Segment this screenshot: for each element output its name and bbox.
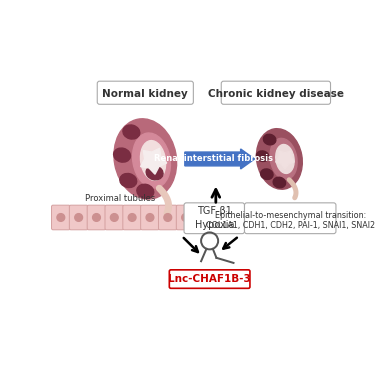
Circle shape [146, 214, 154, 221]
FancyBboxPatch shape [123, 205, 141, 230]
Circle shape [182, 214, 189, 221]
Circle shape [128, 214, 136, 221]
Ellipse shape [114, 119, 177, 199]
Circle shape [110, 214, 118, 221]
FancyArrow shape [185, 149, 255, 169]
Text: Chronic kidney disease: Chronic kidney disease [207, 88, 344, 99]
Text: Epithelial-to-mesenchymal transition:: Epithelial-to-mesenchymal transition: [214, 211, 366, 220]
Ellipse shape [256, 151, 269, 162]
Polygon shape [276, 151, 294, 169]
Ellipse shape [263, 134, 276, 145]
Ellipse shape [270, 138, 297, 180]
Ellipse shape [273, 177, 286, 188]
Ellipse shape [120, 174, 136, 188]
Ellipse shape [114, 148, 130, 162]
Ellipse shape [146, 166, 163, 180]
Text: Lnc-CHAF1B-3: Lnc-CHAF1B-3 [168, 274, 251, 284]
Text: COL1A1, CDH1, CDH2, PAI-1, SNAI1, SNAI2: COL1A1, CDH1, CDH2, PAI-1, SNAI1, SNAI2 [206, 220, 375, 230]
FancyBboxPatch shape [69, 205, 88, 230]
FancyBboxPatch shape [97, 81, 194, 104]
FancyBboxPatch shape [141, 205, 159, 230]
Ellipse shape [137, 184, 154, 198]
FancyBboxPatch shape [244, 203, 336, 234]
Text: TGF-β1
Hypoxia: TGF-β1 Hypoxia [195, 206, 234, 230]
Circle shape [93, 214, 100, 221]
FancyBboxPatch shape [159, 205, 177, 230]
Ellipse shape [261, 169, 273, 180]
Text: Normal kidney: Normal kidney [102, 88, 188, 99]
Ellipse shape [123, 125, 140, 139]
Circle shape [57, 214, 65, 221]
Ellipse shape [276, 144, 294, 173]
FancyBboxPatch shape [176, 205, 195, 230]
Ellipse shape [132, 133, 171, 188]
FancyBboxPatch shape [221, 81, 330, 104]
FancyBboxPatch shape [170, 270, 250, 288]
FancyBboxPatch shape [51, 205, 70, 230]
Polygon shape [141, 148, 167, 174]
FancyBboxPatch shape [105, 205, 124, 230]
Circle shape [75, 214, 82, 221]
Text: Proximal tubules: Proximal tubules [86, 194, 156, 203]
Circle shape [164, 214, 172, 221]
Text: Renal interstitial fibrosis: Renal interstitial fibrosis [154, 154, 273, 164]
Ellipse shape [141, 141, 166, 180]
FancyBboxPatch shape [184, 203, 244, 234]
Ellipse shape [256, 129, 302, 189]
FancyBboxPatch shape [87, 205, 106, 230]
